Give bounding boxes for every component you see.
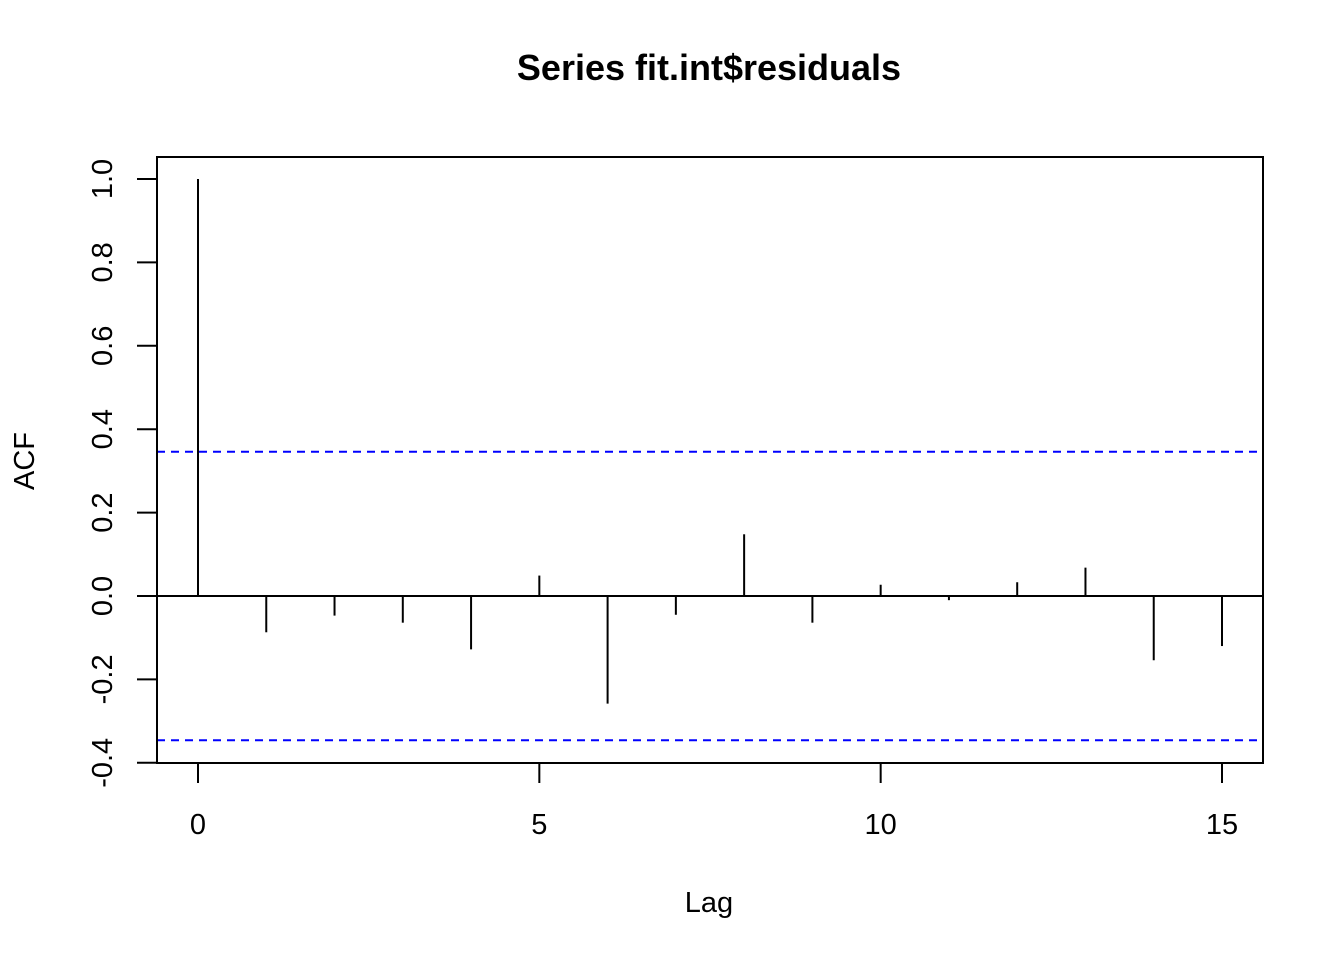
y-tick-label: 0.6 (87, 326, 119, 366)
y-tick-label: 0.8 (87, 242, 119, 282)
y-tick-label: 0.0 (87, 576, 119, 616)
x-tick-label: 15 (1206, 809, 1238, 841)
chart-title: Series fit.int$residuals (517, 47, 901, 88)
x-axis-label: Lag (685, 887, 733, 919)
y-axis-label: ACF (9, 432, 41, 490)
x-tick-label: 10 (865, 809, 897, 841)
y-tick-label: -0.2 (87, 654, 119, 704)
x-tick-label: 5 (531, 809, 547, 841)
y-tick-label: 0.4 (87, 409, 119, 449)
plot-area: 0 5 10 15 -0.4 -0.2 0.0 0.2 0.4 0.6 0.8 1.0 (87, 156, 1264, 841)
y-tick-label: 0.2 (87, 492, 119, 532)
x-tick-label: 0 (190, 809, 206, 841)
plot-frame (156, 156, 1264, 764)
y-tick-label: -0.4 (87, 738, 119, 788)
y-tick-label: 1.0 (87, 159, 119, 199)
